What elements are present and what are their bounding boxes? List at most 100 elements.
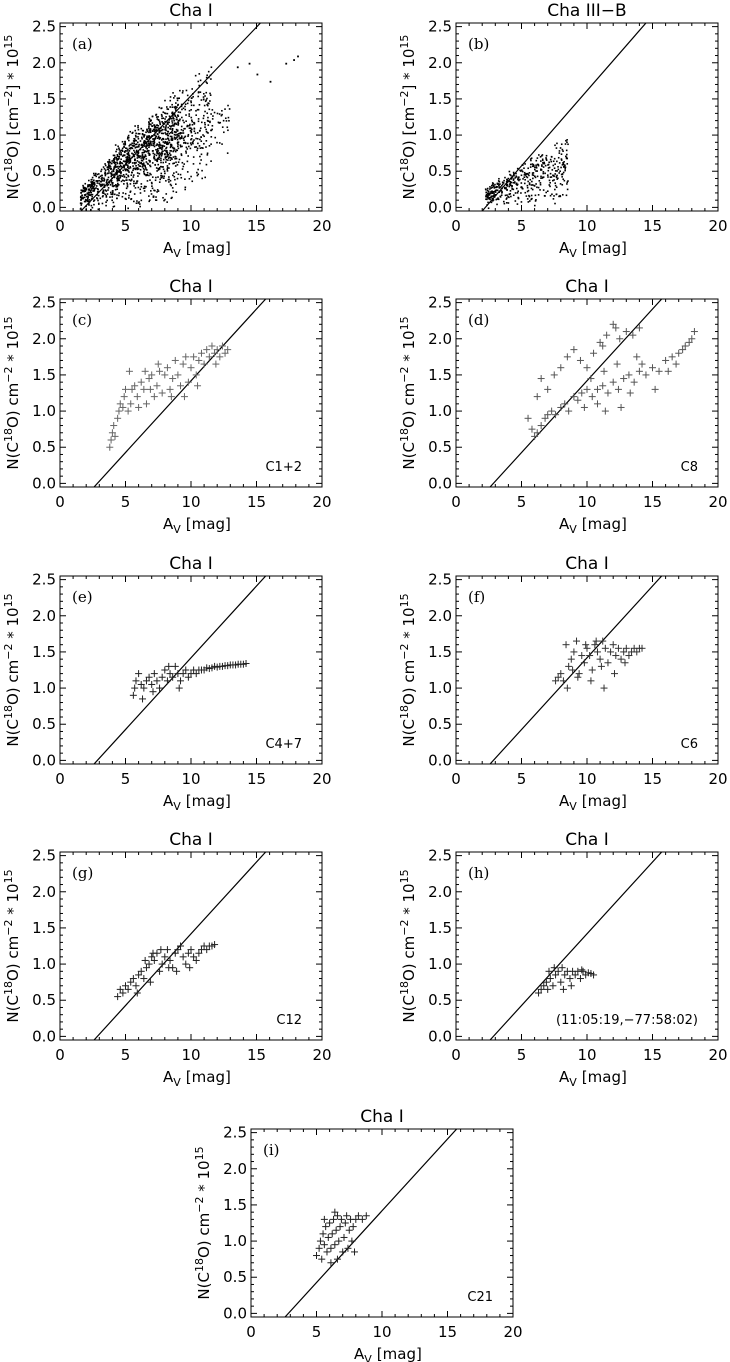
x-axis-label: AV [mag] <box>163 792 231 813</box>
plot-frame <box>59 298 323 488</box>
y-axis-label-part: O) cm <box>4 936 22 981</box>
data-point <box>91 178 93 181</box>
data-point <box>157 124 160 127</box>
data-point <box>161 147 164 149</box>
data-point <box>163 175 165 178</box>
data-point <box>519 178 521 181</box>
data-point <box>501 183 504 186</box>
data-point <box>207 116 209 119</box>
data-point <box>541 164 543 166</box>
data-point <box>142 144 145 146</box>
data-point <box>158 960 166 968</box>
data-point <box>145 131 147 134</box>
data-point <box>133 180 135 183</box>
data-point <box>177 677 185 685</box>
data-point <box>530 159 532 162</box>
x-tick-label: 15 <box>247 770 266 788</box>
data-point <box>166 143 168 146</box>
data-point <box>116 177 118 180</box>
data-point <box>137 168 140 170</box>
data-point <box>154 136 157 138</box>
data-point <box>163 142 166 144</box>
data-point <box>484 188 487 190</box>
data-point <box>121 155 124 157</box>
data-point <box>212 360 220 368</box>
data-point <box>147 152 150 154</box>
data-point <box>567 180 569 182</box>
data-point <box>131 142 133 145</box>
data-point <box>144 167 147 169</box>
data-point <box>548 166 551 169</box>
data-point <box>133 162 136 164</box>
data-point <box>104 164 107 167</box>
data-point <box>168 132 171 135</box>
data-point <box>134 129 137 132</box>
data-point <box>142 677 150 685</box>
data-point <box>127 154 130 156</box>
data-point <box>223 131 225 134</box>
x-axis-label: AV [mag] <box>354 1345 422 1362</box>
data-point <box>123 183 125 185</box>
data-point <box>142 187 145 190</box>
data-point <box>153 189 155 192</box>
data-point <box>532 177 534 180</box>
data-point <box>119 162 121 165</box>
data-point <box>192 93 194 95</box>
data-point <box>486 204 488 206</box>
data-point <box>226 126 229 129</box>
data-point <box>485 195 487 198</box>
data-point <box>158 154 161 157</box>
data-point <box>168 118 171 120</box>
y-axis-label-part: 18 <box>2 705 15 719</box>
data-point <box>491 186 494 189</box>
data-point <box>161 371 169 379</box>
chart-title: Cha III−B <box>547 1 626 21</box>
data-point <box>172 156 175 158</box>
data-point <box>174 137 176 139</box>
data-point <box>164 142 167 144</box>
data-point <box>502 200 505 203</box>
y-tick-label: 1.0 <box>32 955 56 973</box>
data-point <box>98 176 100 179</box>
data-point <box>514 177 517 179</box>
data-point <box>177 135 180 137</box>
data-point <box>161 175 164 177</box>
data-point <box>526 198 529 200</box>
data-point <box>166 201 168 203</box>
data-point <box>553 179 555 181</box>
data-point <box>127 152 130 155</box>
y-tick-label: 0.5 <box>428 715 452 733</box>
data-point <box>200 159 202 161</box>
data-point <box>153 155 156 158</box>
data-point <box>166 150 168 152</box>
data-point <box>195 137 197 140</box>
data-point <box>173 147 176 150</box>
data-point <box>113 158 115 160</box>
data-point <box>609 378 617 386</box>
data-point <box>533 184 536 187</box>
x-tick-label: 0 <box>451 770 461 788</box>
data-point <box>587 677 595 685</box>
data-point <box>140 185 143 188</box>
data-point <box>145 168 147 171</box>
data-point <box>134 187 137 189</box>
data-point <box>155 144 158 147</box>
data-point <box>173 113 176 116</box>
data-point <box>513 182 516 184</box>
data-point <box>200 136 202 138</box>
data-point <box>177 119 180 122</box>
data-point <box>285 62 288 65</box>
data-point <box>127 136 129 139</box>
data-point <box>528 195 531 198</box>
data-point <box>600 367 608 375</box>
data-point <box>506 189 508 191</box>
data-point <box>202 98 205 101</box>
y-axis-label-part: * 10 <box>4 330 22 366</box>
data-point <box>218 122 221 124</box>
data-point <box>106 443 114 451</box>
data-point <box>182 129 184 132</box>
data-point <box>143 134 145 136</box>
data-point <box>152 144 155 147</box>
data-point <box>158 137 160 140</box>
data-point <box>185 146 188 149</box>
